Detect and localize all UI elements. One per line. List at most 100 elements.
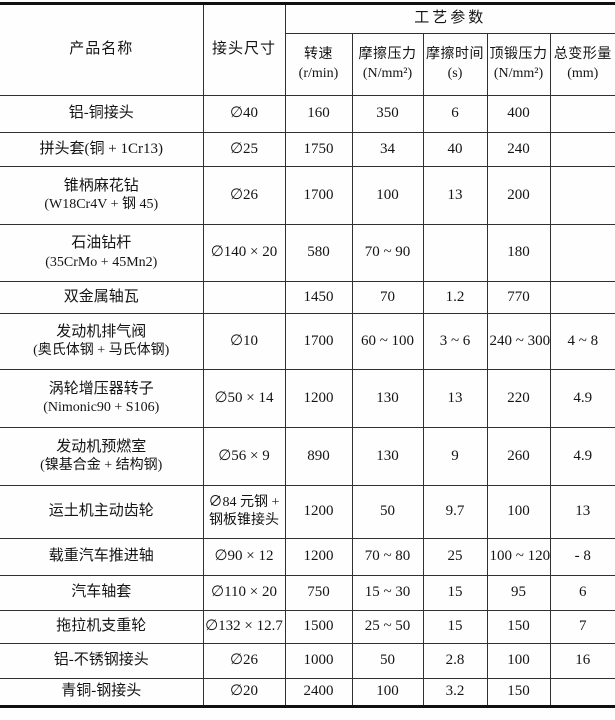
table-row: 汽车轴套 ∅110 × 20 750 15 ~ 30 15 95 6 [0,575,615,611]
column-header-product-name: 产品名称 [0,3,204,96]
cell-friction-time: 9 [422,427,488,486]
cell-speed: 580 [284,224,353,282]
cell-upset-pressure: 100 [486,643,551,679]
product-name: 铝-铜接头 [68,105,134,122]
joint-size-line2: 钢板锥接头 [209,513,279,528]
cell-friction-pressure: 34 [351,132,424,167]
cell-product-name: 载重汽车推进轴 [0,538,204,576]
cell-product-name: 发动机预燃室 (镍基合金 + 结构钢) [0,427,204,486]
table-row: 青铜-钢接头 ∅20 2400 100 3.2 150 [0,678,615,707]
table-row: 发动机排气阀 (奥氏体钢 + 马氏体钢) ∅10 1700 60 ~ 100 3… [0,313,615,370]
cell-deformation [549,166,615,225]
product-name: 发动机预燃室 [56,438,147,455]
cell-friction-pressure: 60 ~ 100 [351,313,424,370]
header-label: 转速 [304,47,333,63]
column-header-speed: 转速 (r/min) [285,33,353,96]
product-name: 涡轮增压器转子 [48,380,154,397]
cell-upset-pressure: 95 [486,575,551,611]
product-name-alloy: (奥氏体钢 + 马氏体钢) [33,343,170,359]
table-row: 载重汽车推进轴 ∅90 × 12 1200 70 ~ 80 25 100 ~ 1… [0,538,615,576]
cell-upset-pressure: 770 [486,281,551,314]
cell-speed: 750 [284,575,353,611]
cell-joint-size: ∅140 × 20 [202,224,286,282]
cell-speed: 1500 [284,610,353,644]
product-name: 拼头套(铜 + 1Cr13) [39,140,163,157]
header-label: 总变形量 [553,47,612,63]
cell-friction-time: 1.2 [422,281,488,314]
product-name: 汽车轴套 [71,584,132,601]
cell-product-name: 拼头套(铜 + 1Cr13) [0,132,204,167]
cell-friction-time: 25 [422,538,488,576]
cell-speed: 1450 [284,281,353,314]
cell-friction-pressure: 15 ~ 30 [351,575,424,611]
cell-deformation [549,95,615,133]
cell-product-name: 锥柄麻花钻 (W18Cr4V + 钢 45) [0,166,204,225]
product-name: 石油钻杆 [71,235,132,252]
table-row: 发动机预燃室 (镍基合金 + 结构钢) ∅56 × 9 890 130 9 26… [0,427,615,486]
cell-friction-pressure: 50 [351,643,424,679]
cell-joint-size: ∅90 × 12 [202,538,286,576]
cell-upset-pressure: 200 [486,166,551,225]
cell-product-name: 铝-铜接头 [0,95,204,133]
product-name-alloy: (Nimonic90 + S106) [43,400,160,416]
product-name: 双金属轴瓦 [63,288,139,305]
cell-speed: 1200 [284,538,353,576]
header-row-sub: 转速 (r/min) 摩擦压力 (N/mm²) 摩擦时间 (s) 顶锻压力 (N… [0,33,615,96]
cell-upset-pressure: 220 [486,369,551,428]
table-row: 拖拉机支重轮 ∅132 × 12.7 1500 25 ~ 50 15 150 7 [0,610,615,644]
product-name: 发动机排气阀 [56,323,147,340]
table-row: 铝-铜接头 ∅40 160 350 6 400 [0,95,615,133]
cell-product-name: 运土机主动齿轮 [0,485,204,539]
cell-upset-pressure: 260 [486,427,551,486]
cell-deformation: 4.9 [549,427,615,486]
product-name-alloy: (W18Cr4V + 钢 45) [44,197,159,213]
header-unit: (r/min) [298,65,339,81]
table-row: 石油钻杆 (35CrMo + 45Mn2) ∅140 × 20 580 70 ~… [0,224,615,282]
cell-upset-pressure: 240 [486,132,551,167]
column-header-upset-pressure: 顶锻压力 (N/mm²) [486,33,551,96]
cell-friction-pressure: 70 ~ 90 [351,224,424,282]
header-unit: (s) [447,65,463,81]
cell-speed: 160 [284,95,353,133]
cell-speed: 1700 [284,313,353,370]
header-label: 摩擦压力 [358,47,417,63]
cell-speed: 1750 [284,132,353,167]
table-row: 运土机主动齿轮 ∅84 元钢 + 钢板锥接头 1200 50 9.7 100 1… [0,485,615,539]
cell-deformation [549,224,615,282]
cell-speed: 890 [284,427,353,486]
cell-upset-pressure: 100 ~ 120 [486,538,551,576]
cell-friction-pressure: 130 [351,427,424,486]
cell-product-name: 石油钻杆 (35CrMo + 45Mn2) [0,224,204,282]
cell-friction-time: 15 [422,575,488,611]
cell-upset-pressure: 180 [486,224,551,282]
cell-friction-time: 13 [422,369,488,428]
cell-deformation: - 8 [549,538,615,576]
cell-friction-time: 2.8 [422,643,488,679]
cell-friction-pressure: 25 ~ 50 [351,610,424,644]
cell-deformation [549,132,615,167]
cell-friction-pressure: 50 [351,485,424,539]
cell-deformation: 4.9 [549,369,615,428]
cell-friction-time: 13 [422,166,488,225]
product-name-alloy: (镍基合金 + 结构钢) [40,458,163,474]
cell-friction-time: 6 [422,95,488,133]
product-name-alloy: (35CrMo + 45Mn2) [45,254,158,270]
header-label: 摩擦时间 [426,47,484,63]
cell-speed: 1200 [284,369,353,428]
cell-deformation: 6 [549,575,615,611]
cell-joint-size: ∅110 × 20 [202,575,286,611]
cell-friction-time: 3 ~ 6 [422,313,488,370]
cell-joint-size: ∅40 [202,95,286,133]
column-header-total-deformation: 总变形量 (mm) [549,33,615,96]
cell-friction-pressure: 130 [351,369,424,428]
table-row: 锥柄麻花钻 (W18Cr4V + 钢 45) ∅26 1700 100 13 2… [0,166,615,225]
cell-product-name: 发动机排气阀 (奥氏体钢 + 马氏体钢) [0,313,204,370]
cell-joint-size [202,281,286,314]
cell-deformation [549,678,615,707]
cell-joint-size: ∅56 × 9 [202,427,286,486]
cell-friction-pressure: 70 [351,281,424,314]
cell-joint-size: ∅50 × 14 [202,369,286,428]
product-name: 青铜-钢接头 [61,683,142,700]
